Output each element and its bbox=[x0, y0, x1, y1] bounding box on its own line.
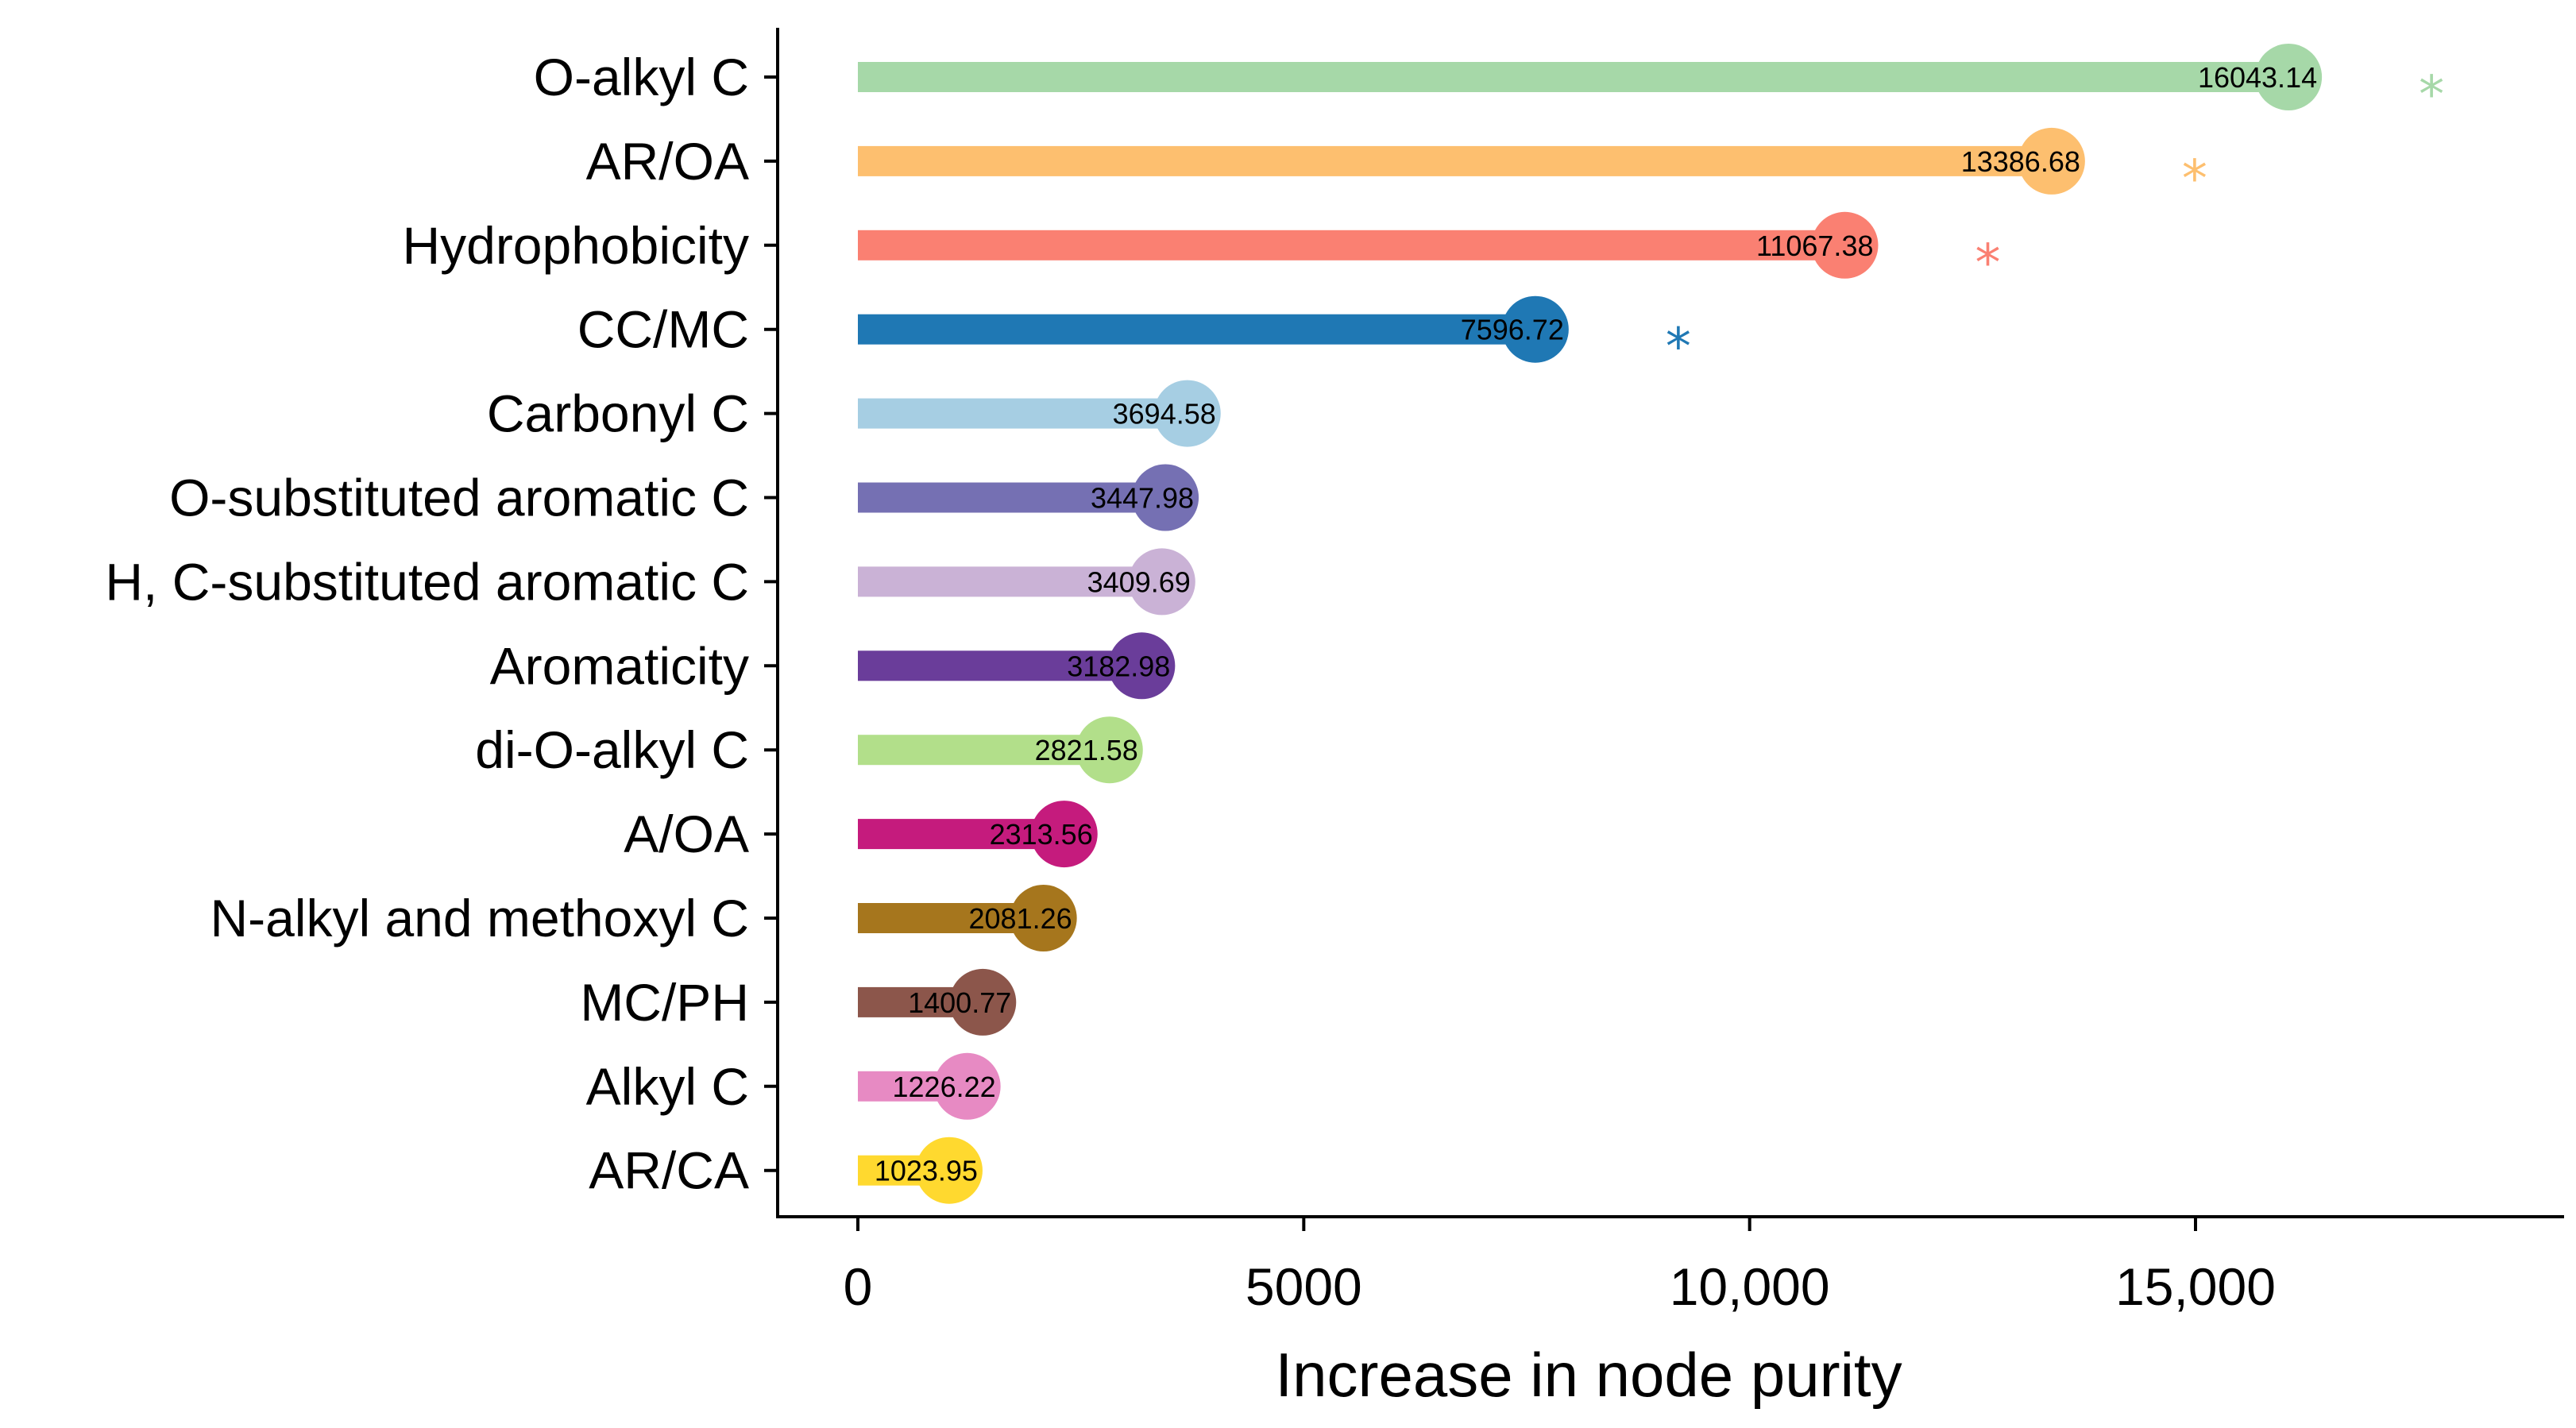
dot-n-alkyl-and-methoxyl-c bbox=[1010, 885, 1077, 951]
x-tick-label: 5000 bbox=[1246, 1257, 1362, 1316]
bar-carbonyl-c bbox=[858, 398, 1188, 429]
value-label-a-oa: 2313.56 bbox=[990, 818, 1093, 851]
category-label-o-substituted-aromatic-c: O-substituted aromatic C bbox=[169, 469, 749, 527]
significance-star: * bbox=[2182, 150, 2207, 209]
dot-o-substituted-aromatic-c bbox=[1132, 464, 1199, 531]
category-label-carbonyl-c: Carbonyl C bbox=[487, 384, 749, 443]
category-label-ar-ca: AR/CA bbox=[589, 1141, 749, 1200]
dot-di-o-alkyl-c bbox=[1076, 716, 1143, 784]
category-label-alkyl-c: Alkyl C bbox=[586, 1057, 749, 1116]
value-label-carbonyl-c: 3694.58 bbox=[1113, 398, 1216, 430]
value-label-o-substituted-aromatic-c: 3447.98 bbox=[1091, 482, 1194, 515]
dot-hydrophobicity bbox=[1811, 211, 1879, 279]
value-label-di-o-alkyl-c: 2821.58 bbox=[1035, 734, 1138, 766]
dot-carbonyl-c bbox=[1153, 380, 1221, 447]
category-label-mc-ph: MC/PH bbox=[580, 973, 749, 1032]
dot-cc-mc bbox=[1501, 295, 1569, 363]
bar-hydrophobicity bbox=[858, 230, 1845, 261]
x-tick-label: 0 bbox=[844, 1257, 873, 1316]
x-tick-label: 10,000 bbox=[1670, 1257, 1830, 1316]
category-label-aromaticity: Aromaticity bbox=[490, 636, 749, 695]
category-label-di-o-alkyl-c: di-O-alkyl C bbox=[475, 720, 749, 779]
bar-cc-mc bbox=[858, 314, 1535, 345]
bar-a-oa bbox=[858, 819, 1064, 850]
plot-area: O-alkyl C 16043.14 * AR/OA 13386.68 * Hydropho… bbox=[105, 44, 2444, 1204]
dot-a-oa bbox=[1030, 801, 1098, 868]
dot-h-c-substituted-aromatic-c bbox=[1128, 548, 1195, 616]
dot-alkyl-c bbox=[933, 1052, 1001, 1120]
value-label-n-alkyl-and-methoxyl-c: 2081.26 bbox=[969, 902, 1072, 935]
value-label-alkyl-c: 1226.22 bbox=[893, 1071, 996, 1103]
significance-star: * bbox=[1975, 234, 2000, 293]
x-tick-label: 15,000 bbox=[2115, 1257, 2276, 1316]
category-label-a-oa: A/OA bbox=[624, 805, 749, 863]
bar-o-alkyl-c bbox=[858, 62, 2289, 92]
category-label-cc-mc: CC/MC bbox=[577, 300, 749, 359]
category-label-hydrophobicity: Hydrophobicity bbox=[402, 216, 749, 275]
value-label-hydrophobicity: 11067.38 bbox=[1756, 230, 1873, 262]
value-label-cc-mc: 7596.72 bbox=[1461, 314, 1564, 346]
value-label-mc-ph: 1400.77 bbox=[908, 986, 1011, 1019]
bar-h-c-substituted-aromatic-c bbox=[858, 566, 1162, 597]
value-label-h-c-substituted-aromatic-c: 3409.69 bbox=[1087, 565, 1191, 598]
category-label-h-c-substituted-aromatic-c: H, C-substituted aromatic C bbox=[105, 552, 749, 611]
dot-ar-oa bbox=[2018, 127, 2085, 195]
bar-di-o-alkyl-c bbox=[858, 735, 1110, 766]
category-label-ar-oa: AR/OA bbox=[586, 132, 749, 191]
category-label-n-alkyl-and-methoxyl-c: N-alkyl and methoxyl C bbox=[210, 889, 749, 947]
value-label-aromaticity: 3182.98 bbox=[1067, 650, 1170, 682]
dot-ar-ca bbox=[915, 1137, 983, 1204]
value-label-o-alkyl-c: 16043.14 bbox=[2198, 61, 2317, 94]
category-label-o-alkyl-c: O-alkyl C bbox=[534, 48, 749, 106]
x-axis-ticks: 0 5000 10,000 15,000 bbox=[844, 1217, 2276, 1316]
value-label-ar-oa: 13386.68 bbox=[1961, 145, 2080, 178]
value-label-ar-ca: 1023.95 bbox=[875, 1155, 978, 1187]
dot-o-alkyl-c bbox=[2255, 44, 2323, 110]
bar-aromaticity bbox=[858, 650, 1142, 681]
bar-ar-oa bbox=[858, 145, 2052, 176]
significance-star: * bbox=[2419, 66, 2444, 125]
dot-aromaticity bbox=[1108, 632, 1176, 700]
x-axis-title: Increase in node purity bbox=[1275, 1340, 1902, 1410]
bar-o-substituted-aromatic-c bbox=[858, 482, 1166, 513]
dot-mc-ph bbox=[949, 968, 1017, 1036]
significance-star: * bbox=[1666, 318, 1691, 377]
